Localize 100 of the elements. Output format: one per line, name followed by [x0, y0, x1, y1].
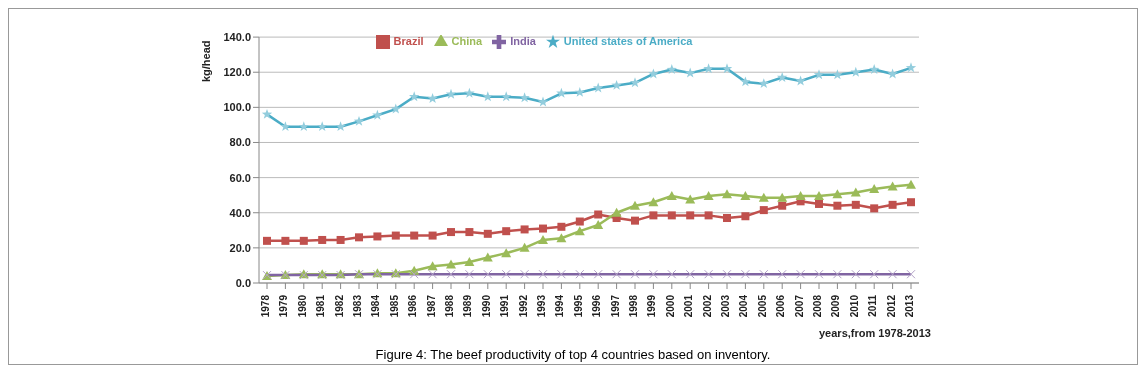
point	[556, 233, 567, 243]
point	[373, 232, 382, 241]
point	[355, 233, 363, 242]
point	[428, 231, 437, 240]
point	[520, 225, 529, 234]
point	[795, 191, 806, 201]
point	[833, 201, 842, 210]
x-tick-label: 1995	[572, 294, 584, 318]
point	[557, 222, 566, 231]
point	[502, 227, 511, 236]
x-tick-label: 1981	[315, 294, 327, 318]
x-tick-label: 1991	[499, 294, 511, 318]
x-tick-label: 1987	[425, 294, 437, 318]
x-tick-label: 1985	[388, 294, 400, 318]
x-tick-label: 2010	[848, 294, 860, 318]
x-tick-label: 2002	[701, 294, 713, 318]
point	[906, 179, 916, 189]
legend-label: China	[451, 35, 483, 47]
y-tick-label: 0.0	[235, 276, 251, 289]
point	[704, 211, 713, 220]
point	[686, 211, 695, 220]
x-tick-label: 1982	[333, 294, 345, 318]
point	[887, 181, 898, 191]
x-tick-label: 2008	[812, 294, 824, 318]
point	[648, 197, 659, 207]
x-tick-label: 1999	[646, 294, 658, 318]
y-axis-title: kg/head	[199, 40, 212, 83]
point	[391, 231, 400, 240]
point	[667, 211, 676, 220]
point	[538, 234, 548, 244]
point	[649, 211, 658, 220]
point	[685, 194, 696, 204]
x-tick-label: 1990	[480, 294, 492, 318]
legend-label: United states of America	[563, 35, 693, 47]
point	[611, 207, 622, 217]
point	[501, 248, 512, 258]
x-tick-label: 1984	[370, 294, 382, 318]
point	[740, 191, 751, 201]
point	[519, 242, 530, 252]
x-axis-title: years,from 1978-2013	[819, 327, 931, 339]
point	[888, 200, 897, 209]
point	[465, 228, 474, 237]
point	[630, 200, 640, 210]
point	[447, 228, 455, 237]
point	[574, 226, 585, 236]
x-tick-label: 1978	[260, 294, 272, 318]
x-tick-label: 2012	[885, 294, 897, 318]
point	[777, 192, 788, 202]
x-tick-label: 1979	[278, 294, 290, 318]
x-tick-label: 1989	[462, 294, 474, 318]
point	[483, 229, 492, 238]
point	[759, 206, 768, 215]
point	[464, 256, 475, 266]
point	[575, 217, 584, 226]
x-tick-label: 1980	[296, 294, 308, 318]
y-tick-label: 60.0	[229, 171, 251, 184]
y-tick-label: 120.0	[223, 66, 251, 79]
point	[723, 214, 731, 223]
y-tick-label: 100.0	[223, 101, 251, 114]
point	[482, 252, 493, 262]
x-tick-label: 1988	[444, 294, 456, 318]
point	[907, 198, 915, 207]
point	[778, 201, 787, 210]
point	[446, 259, 456, 269]
point	[703, 191, 714, 201]
point	[832, 189, 843, 199]
point	[741, 212, 750, 221]
point	[281, 236, 290, 245]
point	[593, 220, 604, 230]
point	[299, 236, 308, 245]
caption: Figure 4: The beef productivity of top 4 countries based on inventory.	[374, 347, 772, 362]
x-tick-label: 2001	[683, 294, 695, 318]
x-tick-label: 2005	[756, 294, 768, 318]
x-tick-label: 2009	[830, 294, 842, 318]
y-tick-label: 80.0	[229, 136, 251, 149]
x-tick-label: 2003	[720, 294, 732, 318]
x-tick-label: 2013	[904, 294, 916, 318]
point	[666, 191, 677, 201]
point	[631, 216, 639, 225]
point	[539, 224, 547, 233]
x-tick-label: 1986	[407, 294, 419, 318]
x-tick-label: 2007	[793, 294, 805, 318]
point	[851, 200, 860, 209]
point	[263, 236, 271, 245]
x-tick-label: 2006	[775, 294, 787, 318]
legend-label: Brazil	[393, 35, 424, 47]
point	[758, 192, 769, 202]
x-tick-label: 1998	[628, 294, 640, 318]
x-tick-label: 1993	[536, 294, 548, 318]
x-tick-label: 1997	[609, 294, 621, 318]
point	[318, 235, 327, 244]
point	[869, 184, 880, 194]
point	[410, 231, 419, 240]
point	[427, 261, 438, 271]
x-tick-label: 1983	[352, 294, 364, 318]
x-tick-label: 2000	[664, 294, 676, 318]
x-tick-label: 1996	[591, 294, 603, 318]
x-tick-label: 1994	[554, 294, 566, 318]
y-tick-label: 40.0	[229, 206, 251, 219]
x-tick-label: 2004	[738, 294, 750, 318]
